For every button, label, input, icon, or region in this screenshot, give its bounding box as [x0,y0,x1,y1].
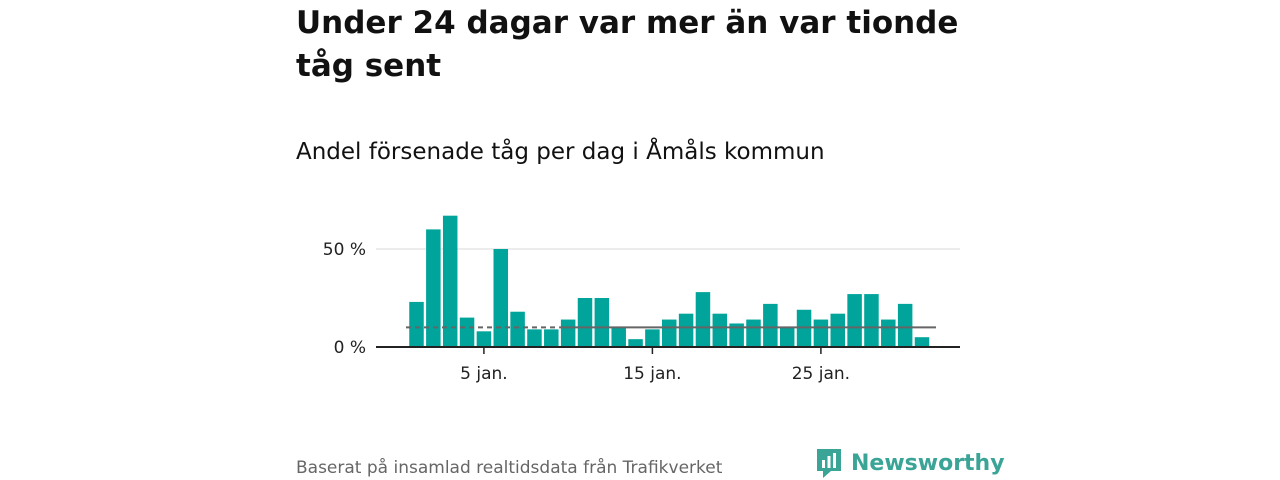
bars-layer [409,215,930,347]
bar [560,319,576,347]
y-tick-label: 50 % [323,240,366,260]
bar [712,313,728,347]
bar [544,329,559,347]
bar [763,303,778,347]
bar [729,323,744,347]
bar [678,313,694,347]
bar [426,229,441,347]
bar [611,327,626,347]
chart-subtitle: Andel försenade tåg per dag i Åmåls komm… [296,139,825,165]
bar [493,249,508,347]
y-tick-label: 0 % [334,338,366,358]
bar [779,327,795,347]
bar [442,215,458,347]
x-tick-label: 15 jan. [623,364,681,384]
x-tick-label: 5 jan. [460,364,508,384]
bar [830,313,845,347]
bar [864,294,879,347]
bar [914,337,930,347]
axis-layer: 0 % 50 % 5 jan. 15 jan. 25 jan. [323,240,960,384]
bar [527,329,542,347]
bar [510,311,525,347]
bar [628,339,643,347]
newsworthy-chart-logo-icon [817,449,841,478]
chart-title: Under 24 dagar var mer än var tionde tåg… [296,5,959,84]
bar [577,298,593,347]
source-note: Baserat på insamlad realtidsdata från Tr… [296,458,723,478]
brand-name: Newsworthy [851,450,1005,476]
bar [847,294,862,347]
bar [459,317,475,347]
x-tick-label: 25 jan. [792,364,850,384]
bar [897,303,913,347]
bar [746,319,761,347]
brand-logo: Newsworthy [815,447,1005,479]
bar [409,301,424,347]
bar [476,331,492,347]
bar [594,298,610,347]
bar [645,329,660,347]
bar [881,319,896,347]
bar [662,319,677,347]
bar [695,292,711,347]
bar [813,319,829,347]
